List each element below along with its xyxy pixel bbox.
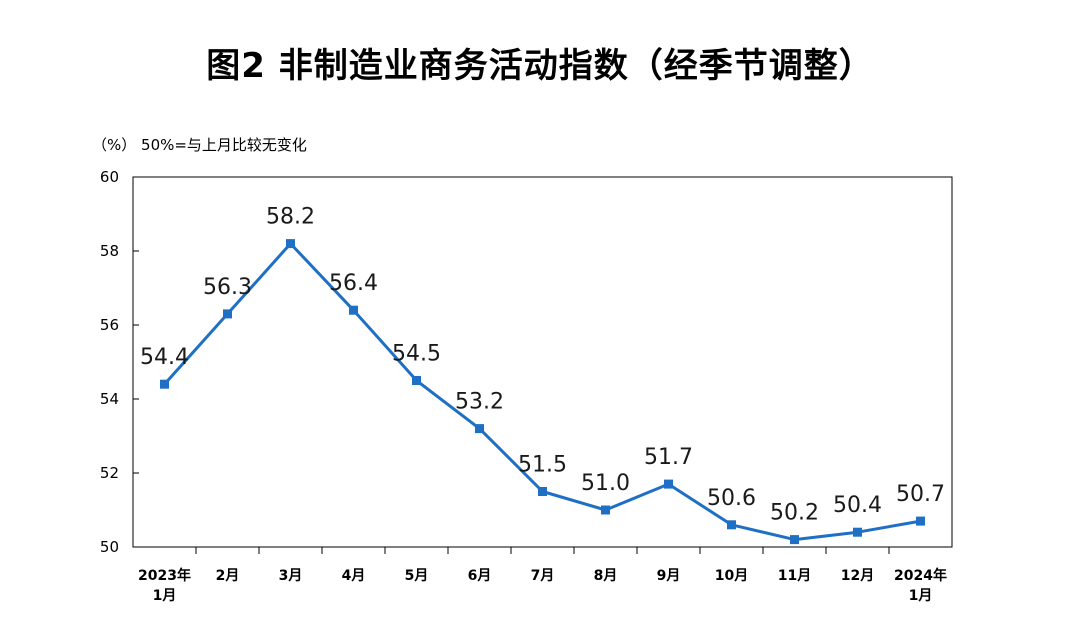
y-tick-label: 52 <box>100 464 119 482</box>
x-tick-label: 1月 <box>909 588 933 604</box>
data-point <box>223 309 232 319</box>
chart-title: 图2 非制造业商务活动指数（经季节调整） <box>206 46 874 86</box>
data-point <box>475 424 484 434</box>
data-label: 50.2 <box>770 501 819 526</box>
x-tick-label: 10月 <box>715 568 748 584</box>
data-point <box>412 376 421 385</box>
plot-frame <box>132 176 953 548</box>
x-tick-label: 8月 <box>594 568 618 584</box>
data-label: 58.2 <box>266 205 315 230</box>
x-tick-label: 7月 <box>531 568 555 584</box>
data-point <box>853 527 862 537</box>
x-tick-label: 3月 <box>279 568 303 584</box>
x-tick-label: 2024年 <box>894 567 947 584</box>
unit-note: （%） 50%=与上月比较无变化 <box>92 136 307 154</box>
data-point <box>286 239 295 249</box>
data-point <box>349 305 358 315</box>
y-tick-label: 56 <box>100 316 119 334</box>
x-tick-label: 12月 <box>841 568 874 584</box>
y-tick-label: 58 <box>100 242 119 260</box>
data-label: 53.2 <box>455 390 504 415</box>
y-tick-label: 54 <box>100 390 119 408</box>
data-label: 56.3 <box>203 275 252 300</box>
x-tick-label: 9月 <box>657 568 681 584</box>
data-point <box>538 487 547 496</box>
y-tick-label: 60 <box>100 168 119 186</box>
data-point <box>916 516 925 526</box>
data-label: 50.7 <box>896 482 945 507</box>
data-label: 51.0 <box>581 471 630 496</box>
x-tick-label: 4月 <box>342 568 366 584</box>
data-point <box>727 520 736 530</box>
data-point <box>601 505 610 515</box>
data-label: 54.5 <box>392 342 441 367</box>
data-point <box>160 379 169 389</box>
x-tick-label: 1月 <box>153 588 177 604</box>
data-point <box>790 535 799 545</box>
data-point <box>664 479 673 489</box>
data-label: 51.7 <box>644 445 693 470</box>
x-tick-label: 2月 <box>216 568 240 584</box>
y-tick-label: 50 <box>100 538 119 556</box>
data-label: 50.4 <box>833 493 882 518</box>
x-tick-label: 5月 <box>405 568 429 584</box>
data-label: 50.6 <box>707 486 756 511</box>
data-label: 56.4 <box>329 271 378 296</box>
x-tick-label: 2023年 <box>138 567 191 584</box>
data-label: 51.5 <box>518 453 567 478</box>
x-tick-label: 6月 <box>468 568 492 584</box>
x-tick-label: 11月 <box>778 568 811 584</box>
data-label: 54.4 <box>140 345 189 370</box>
